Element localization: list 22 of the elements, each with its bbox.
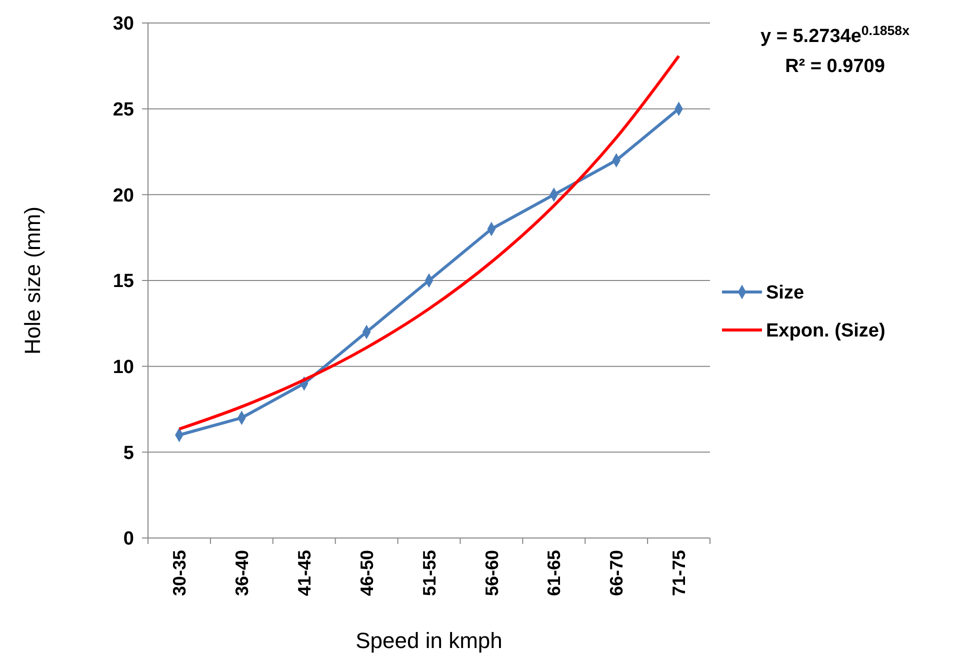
y-tick-label: 5 bbox=[123, 442, 134, 464]
y-tick-label: 25 bbox=[112, 99, 134, 120]
legend-label: Expon. (Size) bbox=[766, 320, 886, 342]
x-tick-label: 46-50 bbox=[356, 550, 377, 596]
text: R² = 0.9709 bbox=[785, 56, 885, 77]
x-tick-label: 61-65 bbox=[544, 550, 564, 596]
x-tick-label: 36-40 bbox=[232, 550, 252, 596]
y-axis-title: Hole size (mm) bbox=[20, 206, 45, 354]
y-tick-label: 15 bbox=[112, 271, 134, 292]
x-tick-label: 41-45 bbox=[294, 550, 314, 596]
x-axis-title: Speed in kmph bbox=[356, 628, 502, 653]
legend-label: Size bbox=[766, 282, 804, 304]
x-tick-label: 30-35 bbox=[170, 550, 190, 596]
x-tick-label: 66-70 bbox=[606, 550, 627, 596]
text: y = 5.2734e$^{0.1858x}$ bbox=[760, 22, 910, 47]
y-tick-label: 30 bbox=[112, 14, 134, 35]
y-tick-label: 0 bbox=[123, 528, 134, 550]
y-tick-label: 10 bbox=[112, 356, 134, 378]
x-tick-label: 51-55 bbox=[419, 550, 440, 596]
x-tick-label: 71-75 bbox=[669, 550, 690, 596]
y-tick-label: 20 bbox=[112, 185, 134, 206]
x-tick-label: 56-60 bbox=[482, 550, 502, 596]
